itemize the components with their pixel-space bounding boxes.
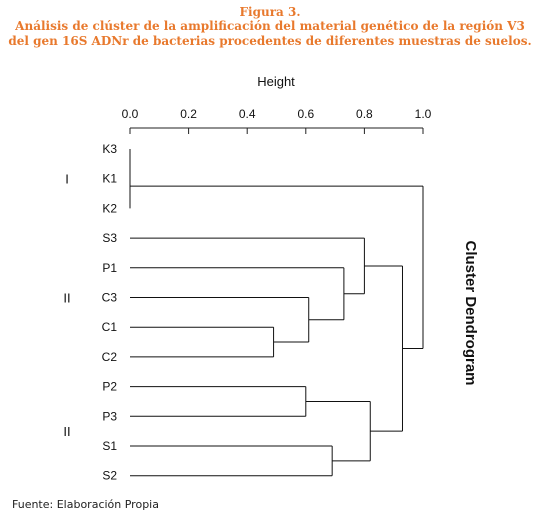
merge-link	[130, 185, 424, 350]
tick-label: 1.0	[415, 107, 432, 121]
source-note: Fuente: Elaboración Propia	[12, 498, 159, 511]
tick-label: 0.4	[239, 107, 256, 121]
merge-link	[130, 386, 307, 417]
height-axis: 0.0 0.2 0.4 0.6 0.8 1.0	[122, 107, 432, 134]
axis-title: Height	[257, 74, 295, 89]
merge-link	[130, 267, 345, 321]
figure-caption: Análisis de clúster de la amplificación …	[0, 19, 540, 49]
leaf-label-p3: P3	[102, 409, 117, 423]
group-label-3: II	[63, 424, 70, 439]
merge-link	[130, 237, 365, 295]
tick-label: 0.0	[122, 107, 139, 121]
tick-label: 0.8	[356, 107, 373, 121]
leaf-label-c3: C3	[102, 291, 118, 305]
merge-link	[130, 326, 275, 358]
leaf-label-c1: C1	[102, 320, 118, 334]
tick-label: 0.2	[180, 107, 197, 121]
leaf-label-k3: K3	[102, 142, 117, 156]
figure-number: Figura 3.	[239, 5, 301, 19]
figure-caption-line-1: Análisis de clúster de la amplificación …	[15, 19, 525, 33]
side-title: Cluster Dendrogram	[462, 240, 479, 385]
leaf-label-p2: P2	[102, 380, 117, 394]
leaf-label-p1: P1	[102, 261, 117, 275]
tick-label: 0.6	[297, 107, 314, 121]
merge-link	[130, 297, 310, 343]
merge-link	[305, 400, 371, 462]
leaf-label-k2: K2	[102, 201, 117, 215]
group-label-2: II	[63, 291, 70, 306]
merge-link	[130, 445, 333, 477]
leaf-label-c2: C2	[102, 350, 118, 364]
group-label-1: I	[65, 172, 69, 187]
leaf-label-s1: S1	[102, 439, 117, 453]
leaf-label-s3: S3	[102, 231, 117, 245]
dendrogram-links	[129, 149, 424, 477]
figure-caption-line-2: del gen 16S ADNr de bacterias procedente…	[8, 34, 532, 48]
leaf-label-s2: S2	[102, 469, 117, 483]
leaf-label-k1: K1	[102, 172, 117, 186]
leaf-labels: K3 K1 K2 S3 P1 C3 C1 C2 P2 P3 S1 S2	[102, 142, 118, 483]
